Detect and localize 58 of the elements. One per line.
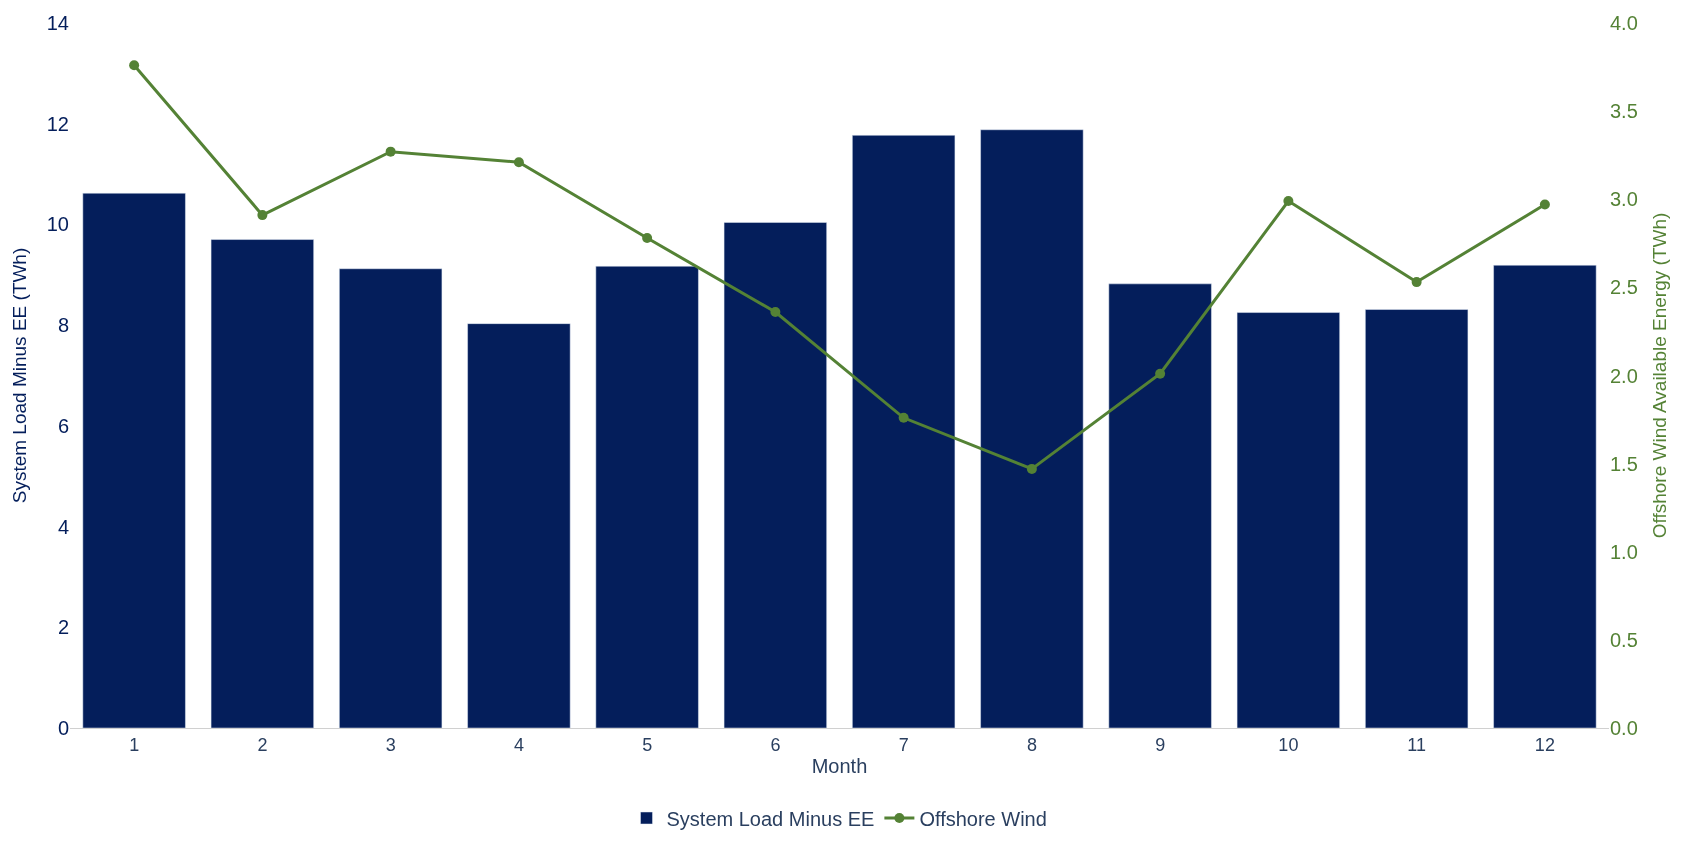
bar (467, 323, 571, 728)
point (642, 233, 653, 244)
y2-tick-label: 0.5 (1610, 628, 1638, 651)
y2-tick-label: 3.5 (1610, 100, 1638, 123)
bar (852, 135, 956, 728)
x-tick-label: 10 (1278, 734, 1299, 755)
y2-tick-label: 0.0 (1610, 717, 1638, 739)
point (898, 412, 909, 423)
bar (1236, 312, 1340, 728)
point (1155, 368, 1166, 379)
point (129, 60, 140, 71)
y-tick-label: 14 (46, 12, 69, 34)
bar (980, 129, 1084, 728)
y2-tick-label: 2.5 (1610, 276, 1638, 299)
point (257, 210, 268, 221)
legend-label: System Load Minus EE (666, 807, 875, 830)
bar (82, 192, 186, 728)
point (385, 146, 396, 157)
x-tick-label: 6 (770, 734, 781, 755)
y2-tick-label: 4.0 (1610, 12, 1638, 34)
point (513, 157, 524, 168)
y-tick-label: 6 (57, 414, 69, 437)
y-tick-label: 4 (57, 515, 69, 538)
bar (1493, 264, 1597, 728)
point (770, 307, 781, 318)
bar (339, 268, 443, 728)
bar (1108, 283, 1212, 728)
y-tick-label: 2 (57, 616, 69, 639)
y-tick-label: 10 (46, 213, 69, 236)
x-tick-label: 11 (1407, 734, 1426, 755)
x-tick-label: 4 (513, 734, 524, 755)
legend-label: Offshore Wind (919, 807, 1047, 830)
bar (723, 222, 827, 728)
point (1283, 196, 1294, 207)
x-tick-label: 1 (129, 734, 140, 755)
y2-tick-label: 1.5 (1610, 452, 1638, 475)
x-tick-label: 7 (898, 734, 909, 755)
bar (1365, 309, 1469, 728)
bar (210, 239, 314, 728)
x-tick-label: 3 (385, 734, 396, 755)
x-tick-label: 2 (257, 734, 268, 755)
y2-tick-label: 1.0 (1610, 540, 1638, 563)
y2-axis-title: Offshore Wind Available Energy (TWh) (1648, 212, 1670, 539)
y-tick-label: 8 (57, 314, 69, 337)
point (1411, 277, 1422, 288)
point (1539, 199, 1550, 210)
x-axis-title: Month (811, 755, 868, 778)
bar (595, 265, 699, 728)
x-tick-label: 8 (1026, 734, 1037, 755)
y2-tick-label: 2.0 (1610, 364, 1638, 387)
y-tick-label: 0 (57, 717, 69, 739)
x-tick-label: 12 (1534, 734, 1555, 755)
point (1026, 463, 1037, 474)
y-axis-title: System Load Minus EE (TWh) (8, 247, 30, 504)
x-tick-label: 5 (642, 734, 653, 755)
x-tick-label: 9 (1155, 734, 1166, 755)
y2-tick-label: 3.0 (1610, 188, 1638, 211)
y-tick-label: 12 (46, 112, 69, 135)
